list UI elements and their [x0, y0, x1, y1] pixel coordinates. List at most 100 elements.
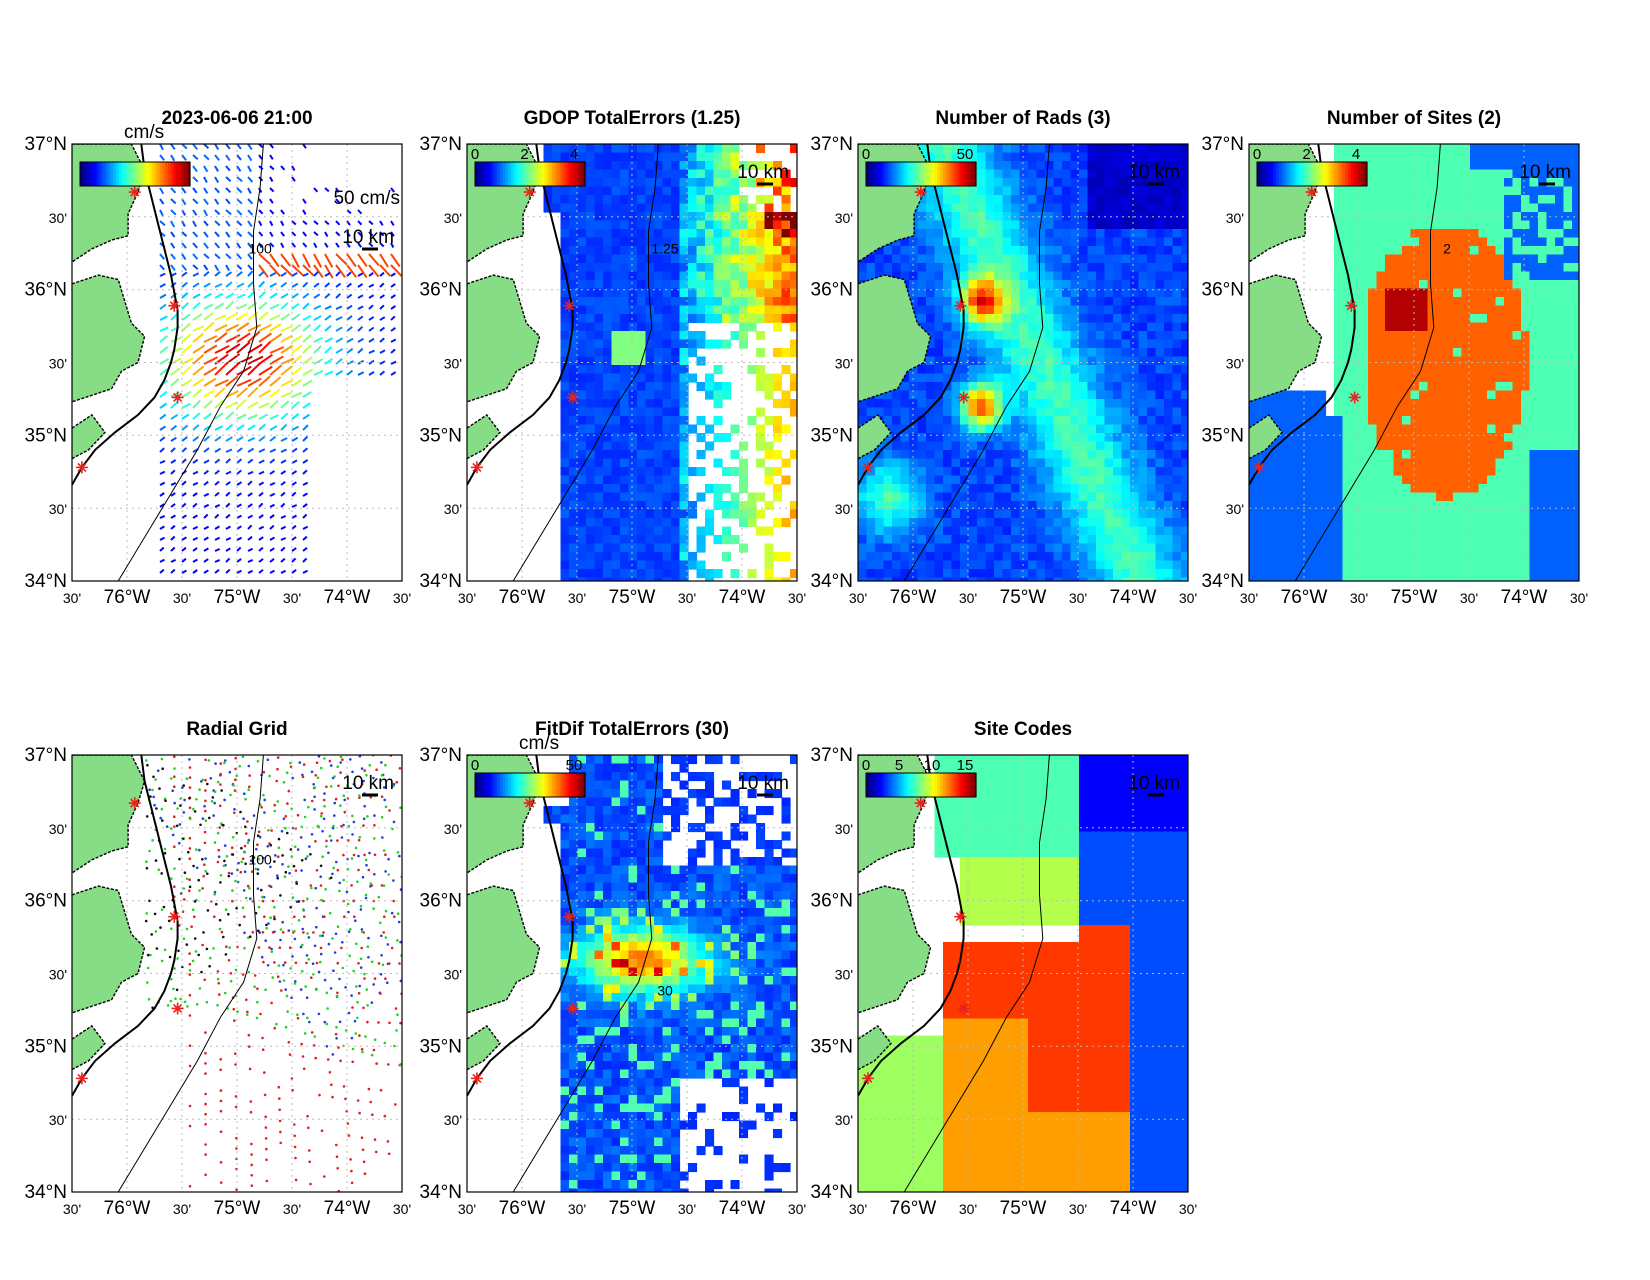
data-cell [756, 306, 765, 315]
data-cell [1003, 433, 1012, 442]
data-cell [782, 476, 791, 485]
data-cell [977, 442, 986, 451]
data-cell [637, 391, 646, 400]
data-cell [578, 255, 587, 264]
data-cell [1402, 238, 1411, 247]
data-cell [646, 382, 655, 391]
data-cell [1045, 544, 1054, 553]
data-cell [1513, 297, 1522, 306]
data-cell [1445, 297, 1454, 306]
data-cell [1020, 170, 1029, 179]
data-cell [918, 391, 927, 400]
data-cell [688, 204, 697, 213]
data-cell [1156, 195, 1165, 204]
data-cell [1572, 331, 1581, 340]
data-cell [1028, 170, 1037, 179]
data-cell [756, 348, 765, 357]
data-cell [1096, 357, 1105, 366]
data-cell [705, 170, 714, 179]
data-cell [926, 357, 935, 366]
data-cell [1088, 518, 1097, 527]
data-cell [1462, 382, 1471, 391]
data-cell [994, 272, 1003, 281]
data-cell [952, 535, 961, 544]
data-cell [739, 297, 748, 306]
data-cell [1445, 357, 1454, 366]
data-cell [705, 425, 714, 434]
data-cell [926, 348, 935, 357]
data-cell [688, 280, 697, 289]
data-cell [1139, 297, 1148, 306]
data-cell [1164, 552, 1173, 561]
colorbar-tick: 4 [570, 146, 578, 163]
data-cell [1487, 365, 1496, 374]
data-cell [1368, 229, 1377, 238]
data-cell [637, 331, 646, 340]
data-cell [901, 391, 910, 400]
data-cell [1462, 229, 1471, 238]
data-cell [1164, 357, 1173, 366]
data-cell [969, 331, 978, 340]
data-cell [926, 382, 935, 391]
data-cell [586, 544, 595, 553]
data-cell [637, 144, 646, 153]
data-cell [1479, 144, 1488, 153]
data-cell [629, 442, 638, 451]
data-cell [1368, 246, 1377, 255]
data-cell [1436, 331, 1445, 340]
data-cell [1521, 306, 1530, 315]
data-cell [1079, 255, 1088, 264]
data-cell [714, 314, 723, 323]
data-cell [705, 178, 714, 187]
data-cell [1105, 161, 1114, 170]
data-cell [1045, 433, 1054, 442]
data-cell [773, 552, 782, 561]
data-cell [1003, 170, 1012, 179]
data-cell [1181, 255, 1190, 264]
data-cell [714, 204, 723, 213]
data-cell [1139, 527, 1148, 536]
data-cell [1181, 544, 1190, 553]
data-cell [1572, 306, 1581, 315]
data-cell [586, 399, 595, 408]
data-cell [595, 399, 604, 408]
data-cell [1147, 552, 1156, 561]
data-cell [1368, 374, 1377, 383]
data-cell [1045, 569, 1054, 578]
data-cell [790, 450, 799, 459]
data-cell [1139, 433, 1148, 442]
data-cell [1062, 382, 1071, 391]
data-cell [629, 365, 638, 374]
data-cell [1037, 272, 1046, 281]
data-cell [1037, 569, 1046, 578]
data-cell [1479, 246, 1488, 255]
data-cell [1368, 331, 1377, 340]
data-cell [1428, 314, 1437, 323]
data-cell [1011, 578, 1020, 587]
data-cell [1173, 153, 1182, 162]
data-cell [1445, 348, 1454, 357]
data-cell [1428, 323, 1437, 332]
data-cell [1139, 187, 1148, 196]
data-cell [1011, 238, 1020, 247]
data-cell [1079, 144, 1088, 153]
data-cell [1147, 331, 1156, 340]
data-cell [858, 518, 867, 527]
data-cell [1530, 382, 1539, 391]
data-cell [1028, 161, 1037, 170]
data-cell [1402, 204, 1411, 213]
data-cell [994, 289, 1003, 298]
data-cell [1521, 280, 1530, 289]
data-cell [1572, 314, 1581, 323]
data-cell [637, 569, 646, 578]
data-cell [943, 323, 952, 332]
data-cell [1062, 263, 1071, 272]
data-cell [867, 561, 876, 570]
data-cell [875, 493, 884, 502]
data-cell [1334, 314, 1343, 323]
data-cell [901, 544, 910, 553]
data-cell [731, 297, 740, 306]
data-cell [714, 297, 723, 306]
data-cell [1487, 280, 1496, 289]
data-cell [1470, 365, 1479, 374]
